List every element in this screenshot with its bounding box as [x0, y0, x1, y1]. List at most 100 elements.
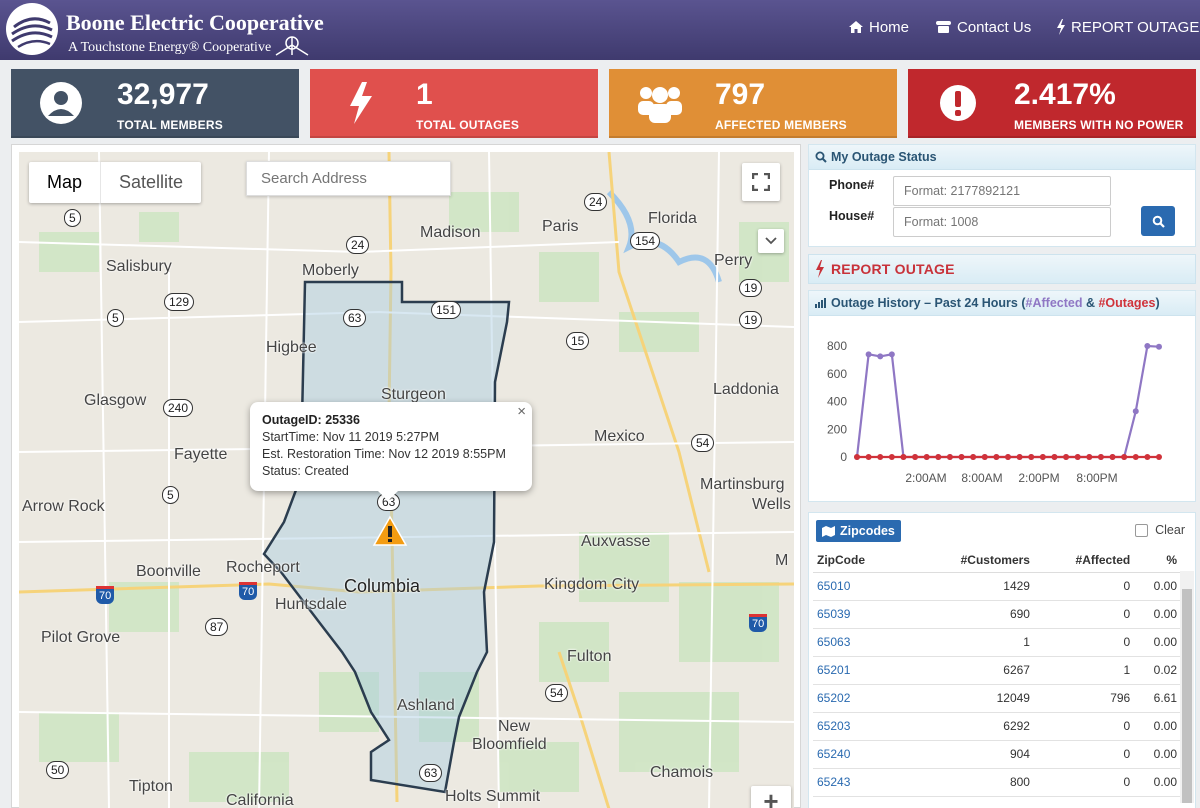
zipcode-link[interactable]: 65063 [813, 628, 909, 657]
nav-home[interactable]: Home [848, 17, 909, 37]
table-cell: 6267 [908, 656, 1034, 685]
stat-value: 2.417% [1014, 78, 1116, 111]
zoom-in-button[interactable]: + [751, 786, 791, 808]
zipcode-link[interactable]: 65201 [813, 656, 909, 685]
phone-input[interactable] [893, 176, 1111, 206]
table-cell: 0 [1033, 600, 1135, 629]
zipcodes-button[interactable]: Zipcodes [816, 520, 901, 542]
route-shield: 50 [46, 761, 70, 779]
table-row[interactable]: 65063 1 0 0.00 [813, 628, 1181, 657]
table-row[interactable]: 65203 6292 0 0.00 [813, 712, 1181, 741]
table-row[interactable]: 65202 12049 796 6.61 [813, 684, 1181, 713]
table-cell: 0.00 [1134, 628, 1181, 657]
table-row[interactable]: 65243 800 0 0.00 [813, 768, 1181, 797]
warning-icon [934, 79, 982, 127]
brand-name: Boone Electric Cooperative [66, 10, 324, 35]
popup-close-button[interactable]: × [517, 403, 526, 420]
data-point [1039, 454, 1046, 460]
data-point [888, 351, 895, 358]
x-tick-label: 8:00AM [961, 471, 1002, 485]
zipcode-link[interactable]: 65202 [813, 684, 909, 713]
route-shield: 24 [584, 193, 608, 211]
clear-checkbox[interactable] [1135, 523, 1149, 537]
address-search-input[interactable] [246, 161, 451, 196]
map-type-map-button[interactable]: Map [47, 172, 83, 192]
outage-status-title: My Outage Status [831, 150, 937, 164]
route-shield: 24 [346, 236, 370, 254]
table-cell: 0 [1033, 768, 1135, 797]
table-cell: 6292 [908, 712, 1034, 741]
column-header[interactable]: #Customers [908, 548, 1034, 573]
stat-card-no-power: 2.417% MEMBERS WITH NO POWER [908, 69, 1196, 138]
table-cell: 800 [908, 768, 1034, 797]
table-cell: 1429 [908, 572, 1034, 601]
zipcode-link[interactable]: 65039 [813, 600, 909, 629]
y-tick-label: 800 [827, 339, 847, 353]
y-tick-label: 0 [840, 450, 847, 464]
zipcode-link[interactable]: 65010 [813, 572, 909, 601]
column-header[interactable]: #Affected [1033, 548, 1135, 573]
data-point [1005, 454, 1011, 460]
search-icon [1152, 215, 1165, 228]
scrollbar-thumb[interactable] [1182, 589, 1192, 803]
nav-report-outage[interactable]: REPORT OUTAGE [1056, 17, 1199, 37]
map-icon [822, 525, 835, 537]
table-cell: 0 [1033, 740, 1135, 769]
y-tick-label: 200 [827, 422, 847, 436]
table-row[interactable]: 65039 690 0 0.00 [813, 600, 1181, 629]
history-title-suffix: ) [1155, 296, 1160, 310]
zipcode-link[interactable]: 65203 [813, 712, 909, 741]
data-point [1132, 408, 1139, 415]
data-point [1144, 343, 1151, 349]
house-input[interactable] [893, 207, 1111, 237]
fullscreen-button[interactable] [742, 163, 780, 201]
stat-label: MEMBERS WITH NO POWER [1014, 118, 1184, 132]
table-row[interactable]: 65201 6267 1 0.02 [813, 656, 1181, 685]
table-scrollbar[interactable] [1180, 571, 1194, 803]
table-row[interactable]: 65240 904 0 0.00 [813, 740, 1181, 769]
map-type-control: Map Satellite [29, 162, 202, 203]
data-point [900, 454, 907, 460]
clear-label: Clear [1155, 523, 1185, 537]
table-cell: 904 [908, 740, 1034, 769]
map-type-satellite-button[interactable]: Satellite [100, 162, 201, 203]
table-cell: 690 [908, 600, 1034, 629]
place-label: Perry [714, 252, 753, 269]
data-point [981, 454, 988, 460]
table-cell: 0.00 [1134, 600, 1181, 629]
column-header[interactable]: % [1134, 548, 1181, 573]
bolt-icon [336, 79, 384, 127]
place-label: Arrow Rock [22, 498, 105, 515]
place-label: Auxvasse [581, 533, 651, 550]
logo[interactable] [6, 3, 58, 55]
route-shield: 151 [431, 301, 462, 319]
outage-status-header: My Outage Status [809, 145, 1195, 170]
route-shield: 15 [566, 332, 590, 350]
place-label: Madison [420, 224, 481, 241]
data-point [1016, 454, 1023, 460]
data-point [877, 454, 884, 460]
outage-marker-icon[interactable] [372, 515, 408, 546]
outage-map[interactable]: Salisbury Moberly Madison Paris Florida … [19, 152, 794, 808]
popup-outage-id: OutageID: 25336 [262, 413, 360, 427]
column-header[interactable]: ZipCode [813, 548, 909, 573]
nav-contact[interactable]: Contact Us [935, 17, 1031, 37]
phone-label: Phone# [829, 178, 875, 192]
place-label: Moberly [302, 262, 359, 279]
outage-history-chart: 0 200 400 600 800 2:00AM 8:00AM 2:00PM 8:00PM [827, 339, 1162, 485]
place-label: Kingdom City [544, 576, 640, 593]
place-label: Fayette [174, 446, 228, 463]
zipcodes-panel: Zipcodes Clear ZipCode #Customers #Affec… [808, 512, 1196, 808]
zipcode-link[interactable]: 65243 [813, 768, 909, 797]
data-point [970, 454, 977, 460]
table-row[interactable]: 65010 1429 0 0.00 [813, 572, 1181, 601]
map-panel: Salisbury Moberly Madison Paris Florida … [11, 144, 801, 808]
zipcode-link[interactable]: 65240 [813, 740, 909, 769]
status-search-button[interactable] [1141, 206, 1175, 236]
stat-label: AFFECTED MEMBERS [715, 118, 847, 132]
clear-toggle[interactable]: Clear [1135, 523, 1185, 537]
y-tick-label: 400 [827, 395, 847, 409]
group-icon [635, 79, 683, 127]
report-outage-button[interactable]: REPORT OUTAGE [808, 254, 1196, 284]
map-dropdown-button[interactable] [758, 229, 784, 253]
